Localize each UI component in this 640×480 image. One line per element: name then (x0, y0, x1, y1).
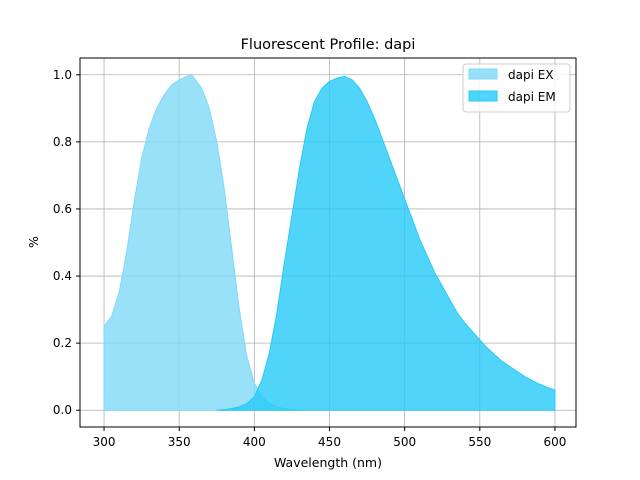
x-tick-label: 500 (393, 435, 416, 449)
y-tick-label: 0.6 (53, 202, 72, 216)
y-tick-label: 0.4 (53, 269, 72, 283)
tick-layer: 300 350 400 450 500 550 600 0.0 0.2 0.4 0.6 0.8 1.0 (53, 68, 567, 449)
x-tick-label: 300 (93, 435, 116, 449)
axes-frame (79, 57, 577, 428)
x-tick-label: 450 (318, 435, 341, 449)
y-tick-label: 0.0 (53, 403, 72, 417)
legend: dapi EX dapi EM (462, 63, 571, 113)
legend-swatch-dapi-em (468, 90, 498, 102)
legend-swatch-dapi-ex (468, 68, 498, 80)
legend-label-dapi-em: dapi EM (508, 90, 556, 104)
x-axis-label: Wavelength (nm) (274, 455, 382, 470)
x-tick-label: 400 (243, 435, 266, 449)
legend-label-dapi-ex: dapi EX (508, 68, 554, 82)
y-tick-label: 0.8 (53, 135, 72, 149)
series-layer (103, 74, 556, 411)
x-tick-label: 550 (468, 435, 491, 449)
area-dapi-em (216, 75, 556, 411)
y-tick-label: 1.0 (53, 68, 72, 82)
x-tick-label: 350 (168, 435, 191, 449)
chart-title: Fluorescent Profile: dapi (241, 37, 416, 53)
y-tick-label: 0.2 (53, 336, 72, 350)
axes (79, 57, 577, 428)
x-tick-label: 600 (544, 435, 567, 449)
y-axis-label: % (26, 236, 41, 248)
